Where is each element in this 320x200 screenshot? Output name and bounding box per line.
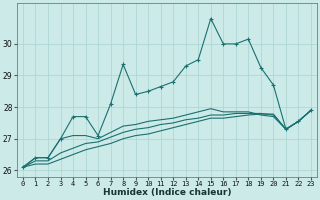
X-axis label: Humidex (Indice chaleur): Humidex (Indice chaleur) <box>103 188 231 197</box>
